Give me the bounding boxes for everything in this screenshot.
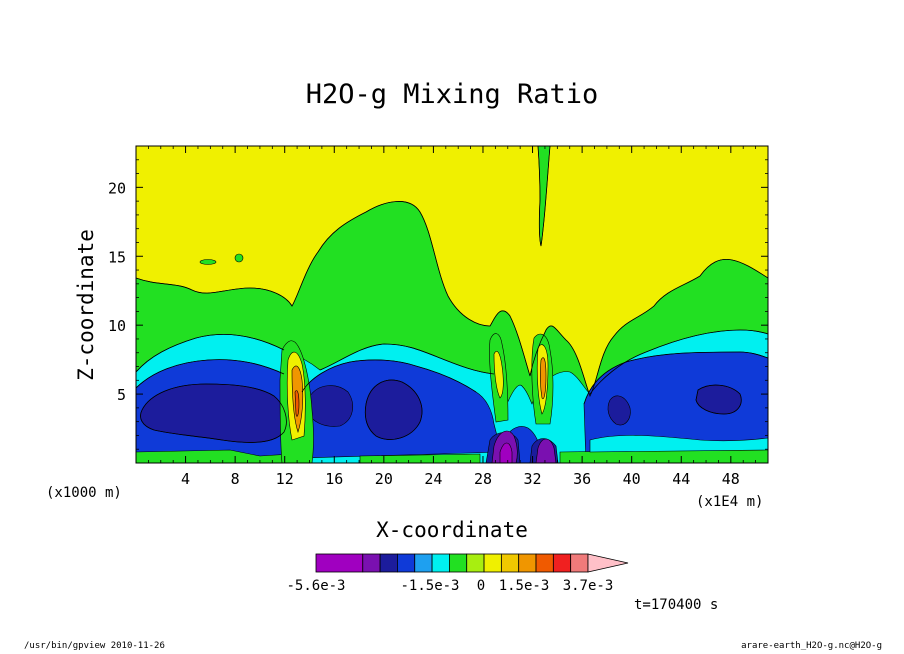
colorbar-swatch: [466, 553, 485, 573]
colorbar-swatch: [570, 553, 589, 573]
x-tick-label: 28: [474, 470, 492, 488]
plot-frame: [135, 145, 769, 464]
colorbar-label: 3.7e-3: [563, 578, 614, 594]
x-tick-label: 16: [325, 470, 343, 488]
green-bottom-strip: [359, 453, 481, 463]
x-tick-label: 40: [623, 470, 641, 488]
footer-left: /usr/bin/gpview 2010-11-26: [24, 641, 165, 651]
x-axis: 4 8 12 16 20 24 28 32 36 40 44 48: [147, 146, 757, 488]
x-tick-label: 48: [722, 470, 740, 488]
colorbar-swatch: [500, 553, 520, 573]
chart-title: H2O-g Mixing Ratio: [306, 79, 599, 110]
colorbar-label: -1.5e-3: [400, 578, 459, 594]
colorbar-swatch: [397, 553, 416, 573]
colorbar-label: 0: [477, 578, 485, 594]
colorbar-swatch: [449, 553, 468, 573]
green-blob: [234, 253, 244, 263]
colorbar: [315, 553, 629, 573]
y-tick-label: 10: [108, 317, 126, 335]
x-tick-label: 36: [573, 470, 591, 488]
contour-lines: [136, 146, 768, 443]
colorbar-label: 1.5e-3: [499, 578, 550, 594]
colorbar-swatch: [414, 553, 433, 573]
colorbar-swatch: [483, 553, 502, 573]
x-tick-label: 12: [276, 470, 294, 488]
colorbar-swatch: [379, 553, 398, 573]
green-blob: [199, 259, 217, 265]
colorbar-swatch: [552, 553, 572, 573]
y-tick-label: 15: [108, 248, 126, 266]
x-tick-label: 20: [375, 470, 393, 488]
dark-blue-core: [307, 385, 353, 427]
cyan-bottom-patch: [589, 435, 768, 453]
x-axis-label: X-coordinate: [376, 518, 528, 542]
x-tick-label: 8: [231, 470, 240, 488]
red-plume: [294, 390, 300, 417]
x-tick-label: 32: [524, 470, 542, 488]
dark-blue-core: [607, 395, 631, 426]
colorbar-label: -5.6e-3: [286, 578, 345, 594]
y-tick-label: 5: [117, 386, 126, 404]
y-tick-label: 20: [108, 179, 126, 197]
purple-core: [535, 438, 557, 463]
colorbar-swatch: [518, 553, 537, 573]
footer-right: arare-earth_H2O-g.nc@H2O-g: [741, 641, 882, 651]
y-axis: 5 10 15 20: [108, 159, 768, 450]
plot-area: [135, 145, 769, 464]
colorbar-swatch: [535, 553, 554, 573]
colorbar-extend-arrow: [587, 553, 629, 573]
colorbar-swatch: [362, 553, 381, 573]
yellow-plume: [493, 351, 504, 399]
y-axis-label: Z-coordinate: [74, 229, 98, 381]
x-unit-left: (x1000 m): [46, 485, 122, 501]
x-unit-right: (x1E4 m): [696, 494, 763, 510]
x-tick-label: 44: [672, 470, 690, 488]
x-tick-label: 24: [424, 470, 442, 488]
colorbar-swatch: [431, 553, 450, 573]
magenta-core: [499, 442, 513, 463]
colorbar-swatch: [315, 553, 364, 573]
orange-plume: [540, 357, 547, 400]
x-tick-label: 4: [181, 470, 190, 488]
time-label: t=170400 s: [634, 597, 718, 613]
colorbar-labels: -5.6e-3 -1.5e-3 0 1.5e-3 3.7e-3: [286, 578, 613, 594]
